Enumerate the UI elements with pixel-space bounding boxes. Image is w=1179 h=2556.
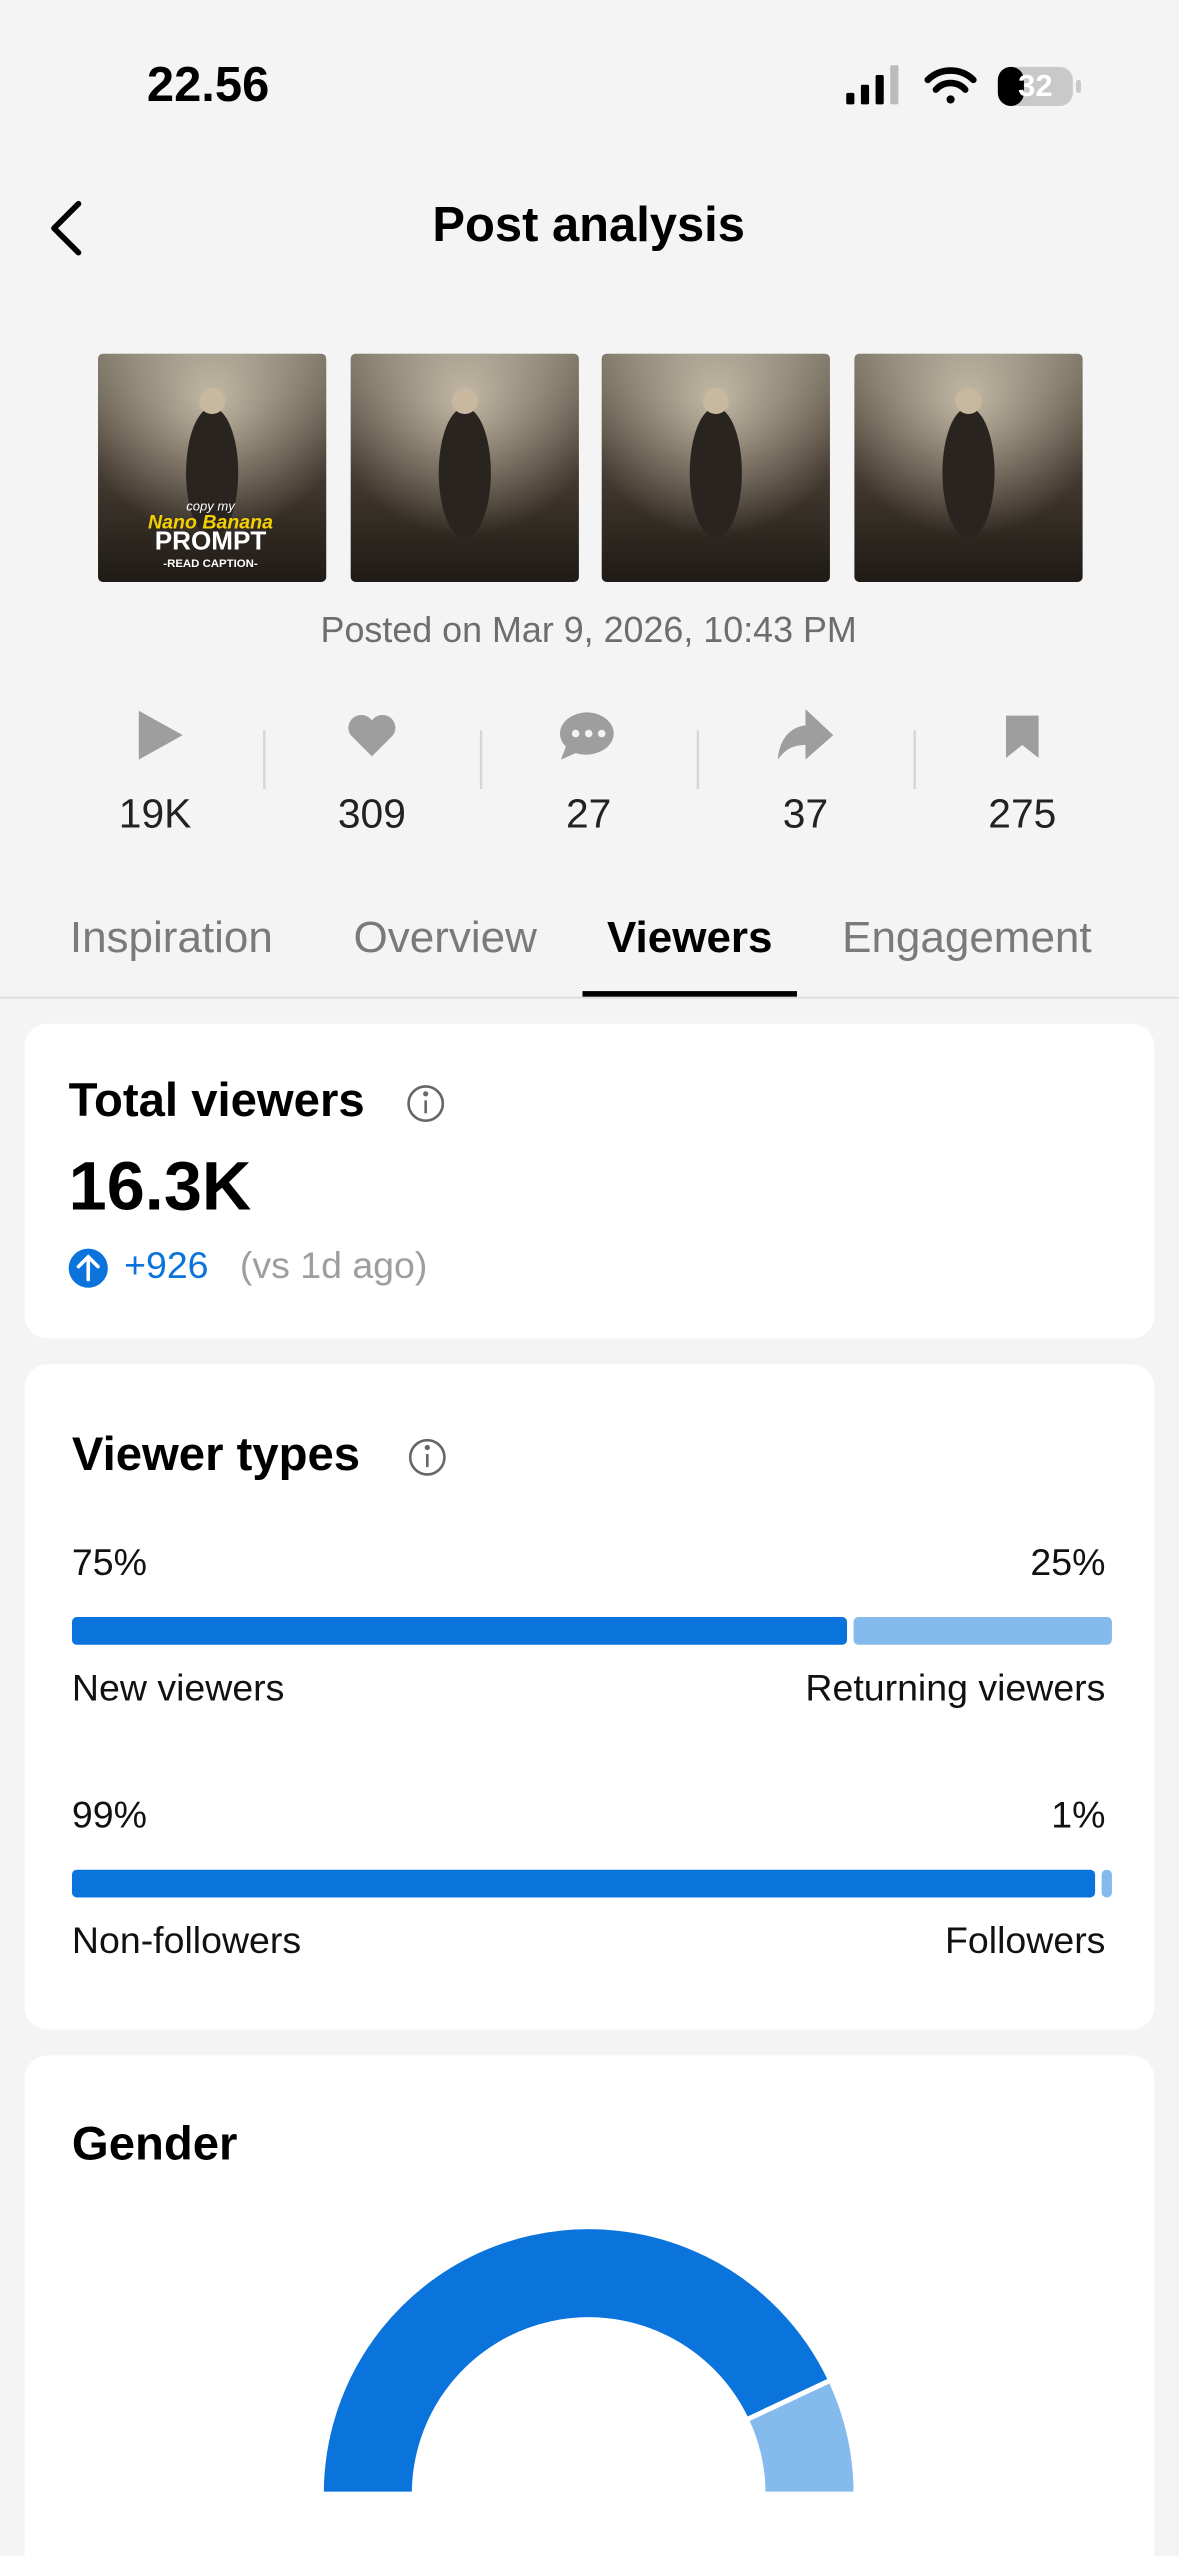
thumbnail-figure [942,407,995,538]
thumbnail-head [702,387,729,415]
stat-dividers [263,730,916,789]
change-value: +926 [124,1244,208,1286]
increase-arrow [76,1254,100,1282]
tab-indicator [582,991,797,997]
share-icon [777,709,834,760]
stat-value: 27 [566,790,611,836]
thumbnail-figure [438,407,491,538]
tab[interactable]: Overview [354,913,538,962]
tab[interactable]: Viewers [607,913,773,962]
percent-label: 25% [1030,1541,1105,1583]
total-viewers-card [24,1023,1155,1339]
stat-value: 37 [783,790,828,836]
total-viewers-value: 16.3K [69,1148,252,1225]
percent-label: 75% [72,1541,147,1583]
header-title: Post analysis [432,198,745,252]
battery-cap [1076,79,1081,93]
bar-segment [1101,1869,1112,1898]
bar-segment [71,1617,848,1645]
stat-value: 19K [119,790,192,836]
like-icon [348,714,396,757]
donut-segment [743,2376,859,2497]
card-title: Viewer types [72,1428,360,1481]
card-title: Gender [72,2117,237,2170]
posted-date: Posted on Mar 9, 2026, 10:43 PM [321,610,857,650]
signal-icon [846,65,899,105]
tab[interactable]: Inspiration [70,913,273,962]
thumbnail-head [955,387,982,415]
bar-segment [853,1617,1112,1645]
percent-label: 1% [1051,1793,1105,1835]
thumbnail-figure [186,407,239,538]
thumbnail-caption: Nano Banana [148,511,273,533]
card-title: Total viewers [69,1074,365,1127]
thumbnail-caption: -READ CAPTION- [163,558,258,570]
segment-label: Followers [945,1919,1105,1961]
change-comparison: (vs 1d ago) [240,1244,428,1286]
thumbnail-head [199,387,226,415]
tab[interactable]: Engagement [842,913,1092,962]
info-icon[interactable] [407,1085,445,1122]
wifi-icon [924,67,977,104]
battery-text: 32 [1018,68,1052,103]
segment-label: Returning viewers [805,1666,1105,1708]
thumbnail-head [451,387,478,415]
segment-label: New viewers [72,1666,284,1708]
stat-value: 275 [988,790,1056,836]
play-icon [138,710,183,760]
viewer-types-card [24,1364,1155,2030]
segment-label: Non-followers [72,1919,301,1961]
thumbnail-caption: PROMPT [155,526,267,556]
thumbnail-figure [689,407,742,538]
stat-icons [138,709,1039,760]
battery-level [997,66,1024,106]
thumbnail-caption: copy my [186,498,236,513]
stat-value: 309 [338,790,406,836]
save-icon [1005,715,1039,758]
percent-label: 99% [72,1793,147,1835]
status-time: 22.56 [147,58,269,112]
bar-segment [71,1869,1096,1898]
info-icon[interactable] [408,1438,446,1476]
donut-segment [318,2224,834,2497]
back-button[interactable] [51,200,82,256]
